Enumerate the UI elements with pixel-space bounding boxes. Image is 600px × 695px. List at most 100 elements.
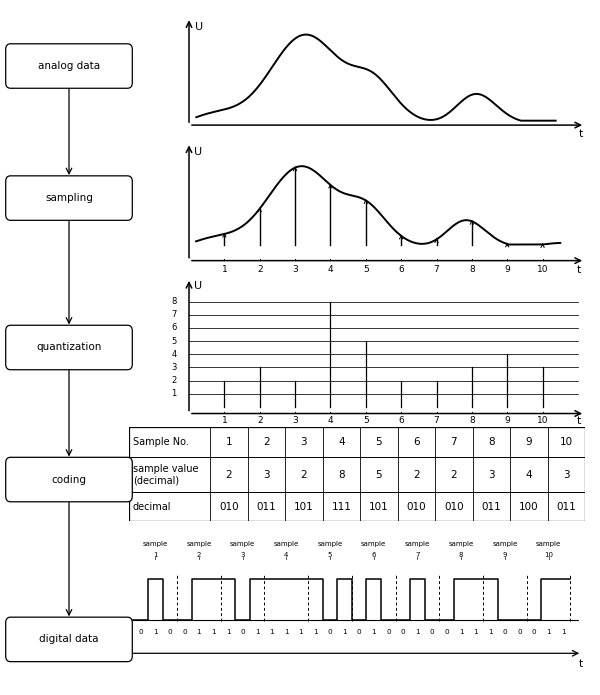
Text: t: t bbox=[579, 129, 583, 139]
Text: 1: 1 bbox=[371, 630, 376, 635]
Text: 1: 1 bbox=[313, 630, 318, 635]
Text: 1: 1 bbox=[269, 630, 274, 635]
Text: 2: 2 bbox=[257, 265, 263, 275]
Text: sample value
(decimal): sample value (decimal) bbox=[133, 464, 198, 485]
Text: 5: 5 bbox=[172, 336, 176, 345]
Text: 1: 1 bbox=[299, 630, 303, 635]
Text: 5: 5 bbox=[376, 437, 382, 447]
Text: sample: sample bbox=[317, 541, 343, 546]
Text: 0: 0 bbox=[182, 630, 187, 635]
Text: 0: 0 bbox=[167, 630, 172, 635]
Text: sample: sample bbox=[143, 541, 168, 546]
Text: sample: sample bbox=[536, 541, 561, 546]
Text: 0: 0 bbox=[386, 630, 391, 635]
Text: 6: 6 bbox=[398, 416, 404, 425]
Text: 1: 1 bbox=[561, 630, 565, 635]
Text: t: t bbox=[577, 265, 581, 275]
Text: 3: 3 bbox=[292, 265, 298, 275]
Text: 7: 7 bbox=[434, 265, 439, 275]
Text: 8: 8 bbox=[469, 416, 475, 425]
Text: 1: 1 bbox=[255, 630, 260, 635]
Text: sample: sample bbox=[230, 541, 255, 546]
Text: 1: 1 bbox=[197, 630, 201, 635]
Text: 8: 8 bbox=[171, 297, 176, 306]
Text: 010: 010 bbox=[407, 502, 426, 512]
Text: 3: 3 bbox=[263, 470, 270, 480]
Text: 1: 1 bbox=[343, 630, 347, 635]
FancyBboxPatch shape bbox=[6, 457, 133, 502]
Text: 9: 9 bbox=[505, 416, 510, 425]
Text: 0: 0 bbox=[401, 630, 405, 635]
Text: 9: 9 bbox=[505, 265, 510, 275]
Text: 1: 1 bbox=[153, 630, 158, 635]
Text: 011: 011 bbox=[556, 502, 576, 512]
Text: 10: 10 bbox=[544, 552, 553, 557]
Text: 1: 1 bbox=[221, 265, 227, 275]
Text: 3: 3 bbox=[301, 437, 307, 447]
Text: 5: 5 bbox=[363, 265, 368, 275]
Text: 0: 0 bbox=[241, 630, 245, 635]
Text: 2: 2 bbox=[413, 470, 419, 480]
Text: 6: 6 bbox=[413, 437, 419, 447]
Text: 100: 100 bbox=[519, 502, 539, 512]
Text: 011: 011 bbox=[481, 502, 501, 512]
Text: 4: 4 bbox=[526, 470, 532, 480]
Text: digital data: digital data bbox=[39, 635, 99, 644]
Text: 101: 101 bbox=[294, 502, 314, 512]
Text: 3: 3 bbox=[171, 363, 176, 372]
Text: 1: 1 bbox=[226, 437, 232, 447]
Text: 0: 0 bbox=[430, 630, 434, 635]
Text: sampling: sampling bbox=[45, 193, 93, 203]
Text: 1: 1 bbox=[459, 630, 463, 635]
FancyBboxPatch shape bbox=[6, 325, 133, 370]
Text: 7: 7 bbox=[171, 311, 176, 319]
Text: t: t bbox=[578, 660, 583, 669]
Text: 4: 4 bbox=[328, 265, 333, 275]
Text: sample: sample bbox=[492, 541, 517, 546]
Text: 1: 1 bbox=[546, 630, 551, 635]
Text: 111: 111 bbox=[331, 502, 351, 512]
Text: coding: coding bbox=[52, 475, 86, 484]
Text: 010: 010 bbox=[219, 502, 239, 512]
Text: 1: 1 bbox=[172, 389, 176, 398]
Text: 10: 10 bbox=[560, 437, 573, 447]
Text: 0: 0 bbox=[517, 630, 522, 635]
Text: 0: 0 bbox=[503, 630, 507, 635]
Text: U: U bbox=[194, 147, 202, 156]
Text: 011: 011 bbox=[257, 502, 276, 512]
Text: 1: 1 bbox=[488, 630, 493, 635]
Text: 6: 6 bbox=[398, 265, 404, 275]
Text: 5: 5 bbox=[328, 552, 332, 557]
Text: 5: 5 bbox=[363, 416, 368, 425]
Text: 8: 8 bbox=[488, 437, 494, 447]
Text: 1: 1 bbox=[284, 630, 289, 635]
Text: decimal: decimal bbox=[133, 502, 171, 512]
Text: analog data: analog data bbox=[38, 61, 100, 71]
Text: 3: 3 bbox=[241, 552, 245, 557]
Text: quantization: quantization bbox=[37, 343, 101, 352]
Text: 4: 4 bbox=[328, 416, 333, 425]
Text: sample: sample bbox=[449, 541, 474, 546]
Text: 2: 2 bbox=[257, 416, 263, 425]
Text: 9: 9 bbox=[526, 437, 532, 447]
Text: 2: 2 bbox=[226, 470, 232, 480]
Text: 010: 010 bbox=[444, 502, 464, 512]
Text: 1: 1 bbox=[226, 630, 230, 635]
Text: 10: 10 bbox=[537, 416, 548, 425]
Text: 0: 0 bbox=[139, 630, 143, 635]
Text: 1: 1 bbox=[211, 630, 216, 635]
Text: 2: 2 bbox=[197, 552, 201, 557]
Text: 1: 1 bbox=[473, 630, 478, 635]
Text: 6: 6 bbox=[171, 323, 176, 332]
Text: sample: sample bbox=[361, 541, 386, 546]
Text: 1: 1 bbox=[415, 630, 420, 635]
Text: 10: 10 bbox=[537, 265, 548, 275]
Text: 101: 101 bbox=[369, 502, 389, 512]
Text: 7: 7 bbox=[451, 437, 457, 447]
Text: 2: 2 bbox=[172, 376, 176, 385]
Text: 3: 3 bbox=[563, 470, 569, 480]
Text: 9: 9 bbox=[503, 552, 507, 557]
Text: 7: 7 bbox=[415, 552, 420, 557]
Text: sample: sample bbox=[405, 541, 430, 546]
Text: 7: 7 bbox=[434, 416, 439, 425]
